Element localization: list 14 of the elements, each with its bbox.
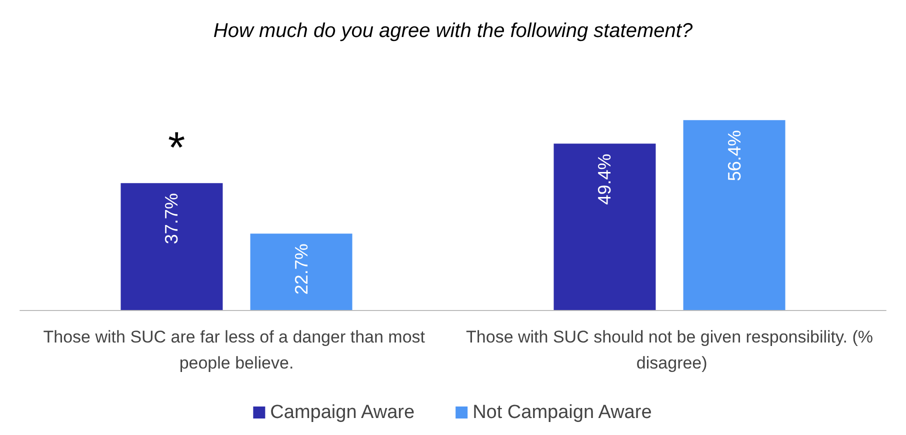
x-tick-label: Those with SUC are far less of a danger than most people believe.: [43, 328, 430, 372]
data-label: 37.7%: [162, 193, 182, 244]
data-label: 22.7%: [291, 244, 312, 295]
data-label: 56.4%: [724, 130, 744, 182]
legend-label: Not Campaign Aware: [472, 402, 652, 423]
bar: [683, 120, 786, 310]
chart-title: How much do you agree with the following statement?: [213, 20, 694, 42]
bar: [120, 183, 223, 310]
bar: [554, 144, 656, 310]
x-tick-label: Those with SUC should not be given responsibility. (% disagree): [466, 328, 873, 372]
annotation: *: [168, 124, 186, 172]
bar: [250, 234, 352, 310]
legend-label: Campaign Aware: [270, 402, 415, 423]
data-label: 49.4%: [594, 154, 615, 205]
